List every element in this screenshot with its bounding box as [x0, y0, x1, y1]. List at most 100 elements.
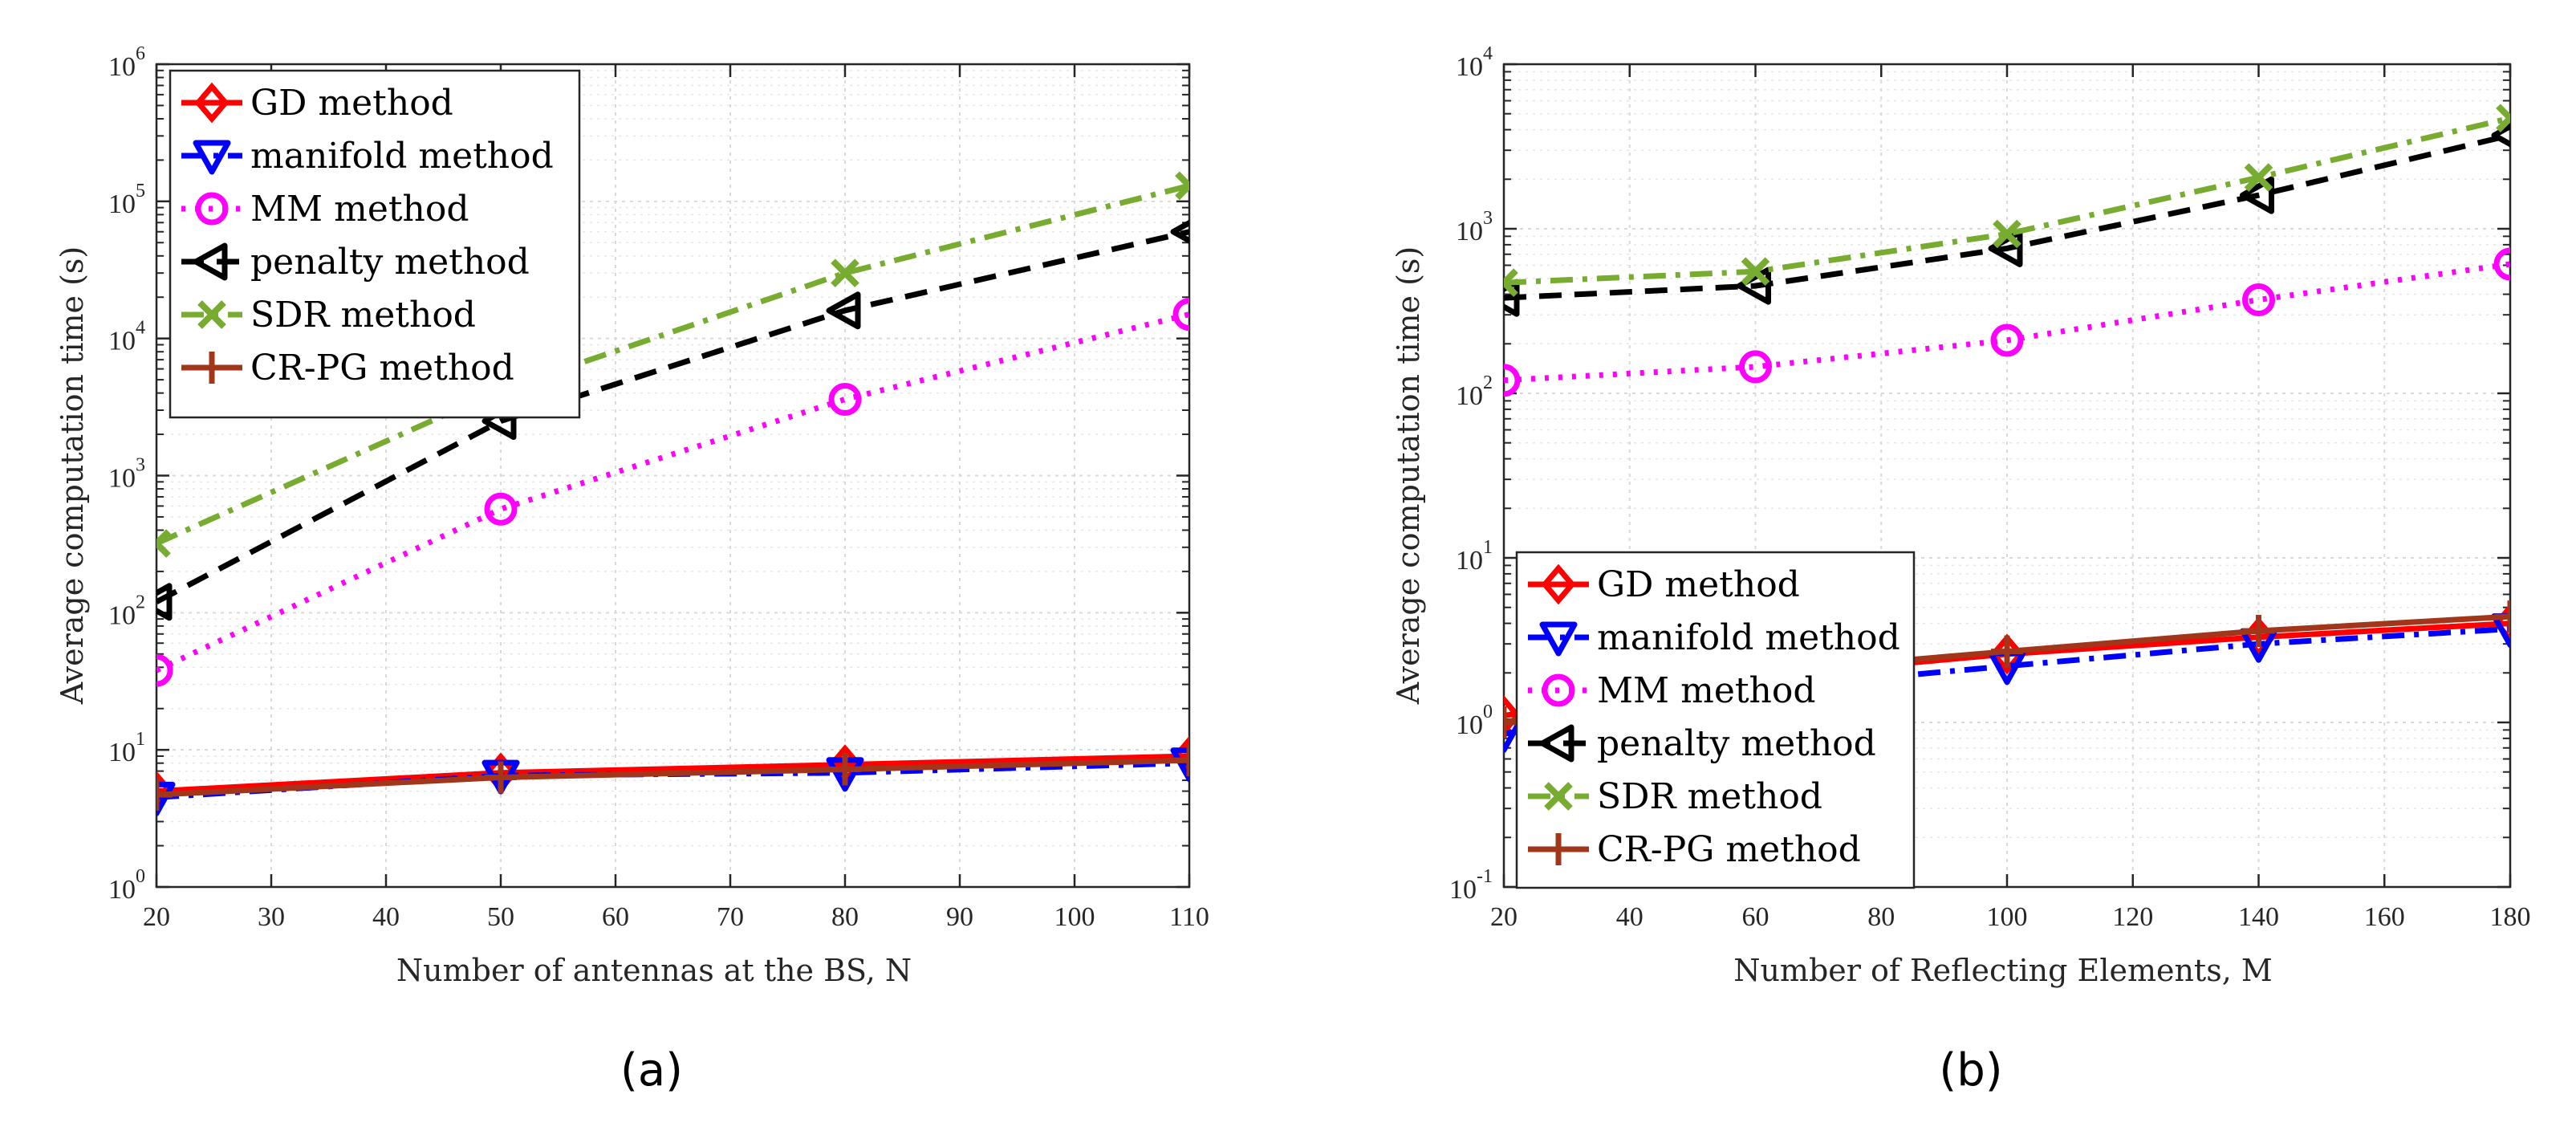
panel-caption: (a) — [620, 1044, 683, 1096]
series-group — [156, 171, 1189, 816]
x-tick-label: 120 — [2112, 902, 2153, 932]
x-tick-label: 70 — [717, 902, 744, 932]
y-tick-base: 10 — [1456, 710, 1483, 740]
legend-marker — [1541, 563, 1576, 605]
data-point — [1170, 219, 1189, 244]
data-point — [2496, 104, 2510, 133]
legend-marker — [193, 140, 231, 175]
legend-marker — [196, 352, 228, 384]
y-tick-base: 10 — [108, 875, 136, 905]
series-line-mm-method — [156, 311, 1189, 673]
x-tick-label: 180 — [2490, 902, 2531, 932]
y-tick-base: 10 — [1456, 546, 1483, 576]
legend-box — [169, 69, 581, 419]
data-point — [1170, 747, 1189, 783]
y-tick-exponent: 5 — [136, 181, 145, 201]
y-tick-label: 104 — [1456, 43, 1493, 82]
y-tick-label: 100 — [108, 866, 145, 905]
x-tick-label: 50 — [487, 902, 514, 932]
series-line-penalty-method — [1504, 132, 2510, 301]
data-point — [1990, 323, 2024, 357]
x-tick-label: 80 — [831, 902, 859, 932]
y-tick-base: 10 — [108, 327, 136, 356]
data-point — [2244, 163, 2273, 192]
legend-label: penalty method — [1597, 723, 1876, 764]
data-point — [1504, 279, 1520, 317]
series-line-penalty-method — [156, 229, 1189, 604]
y-tick-label: 103 — [108, 455, 145, 494]
y-tick-base: 10 — [1456, 217, 1483, 246]
data-point — [1504, 706, 1520, 738]
data-point — [156, 781, 176, 816]
data-point — [1741, 257, 1770, 287]
data-point — [1504, 695, 1522, 736]
x-tick-label: 60 — [602, 902, 629, 932]
legend-label: GD method — [250, 83, 453, 124]
data-point — [1739, 350, 1772, 384]
data-point — [156, 779, 173, 812]
series-line-gd-method — [156, 753, 1189, 795]
legend-marker — [194, 82, 230, 124]
data-point — [485, 761, 517, 794]
data-point — [156, 653, 173, 687]
legend-label: SDR method — [1597, 776, 1822, 817]
y-tick-label: 100 — [1456, 702, 1493, 740]
data-point — [1991, 635, 2023, 668]
data-point — [1173, 744, 1189, 777]
y-tick-label: 106 — [108, 43, 145, 82]
y-tick-exponent: 4 — [1483, 43, 1493, 64]
legend-label: manifold method — [250, 136, 554, 177]
y-tick-exponent: 2 — [1483, 372, 1493, 393]
legend-marker — [1539, 724, 1574, 763]
data-point — [1172, 298, 1189, 332]
legend-marker — [1544, 782, 1573, 811]
legend-label: MM method — [1597, 670, 1816, 711]
y-tick-label: 103 — [1456, 208, 1493, 246]
data-point — [2491, 613, 2510, 649]
data-point — [2242, 283, 2275, 317]
data-point — [828, 382, 862, 416]
y-tick-exponent: 1 — [136, 729, 145, 750]
x-tick-label: 110 — [1169, 902, 1209, 932]
legend-label: SDR method — [250, 295, 476, 336]
y-tick-base: 10 — [108, 189, 136, 219]
y-tick-base: 10 — [108, 52, 136, 82]
data-point — [2242, 614, 2275, 647]
y-tick-base: 10 — [1456, 381, 1483, 411]
data-point — [2494, 600, 2510, 633]
data-point — [829, 753, 861, 786]
x-tick-label: 100 — [1054, 902, 1095, 932]
y-tick-exponent: 1 — [1483, 537, 1493, 558]
legend-label: GD method — [1597, 564, 1800, 605]
y-tick-base: 10 — [108, 464, 136, 494]
x-tick-label: 140 — [2238, 902, 2279, 932]
y-axis-label: Average computation time (s) — [1391, 246, 1426, 706]
x-tick-label: 100 — [1987, 902, 2028, 932]
legend-marker — [197, 300, 226, 329]
y-tick-base: 10 — [108, 600, 136, 630]
data-point — [1988, 229, 2023, 267]
y-tick-exponent: -1 — [1477, 866, 1493, 887]
legend-marker — [1539, 621, 1578, 657]
y-tick-label: 101 — [1456, 537, 1493, 576]
data-point — [831, 258, 859, 287]
legend-label: CR-PG method — [250, 348, 514, 389]
y-tick-label: 101 — [108, 729, 145, 767]
data-point — [1504, 268, 1518, 298]
data-point — [1993, 219, 2021, 249]
y-tick-exponent: 3 — [136, 455, 145, 476]
x-axis-label: Number of Reflecting Elements, M — [1733, 953, 2273, 988]
legend-label: CR-PG method — [1597, 829, 1861, 870]
x-tick-label: 40 — [372, 902, 400, 932]
x-tick-label: 20 — [1490, 902, 1518, 932]
legend-label: MM method — [250, 189, 469, 230]
series-line-manifold-method — [1504, 626, 2510, 737]
legend-marker — [195, 192, 229, 226]
y-tick-exponent: 2 — [136, 592, 145, 612]
x-tick-label: 60 — [1742, 902, 1769, 932]
x-tick-label: 160 — [2364, 902, 2405, 932]
x-tick-label: 40 — [1616, 902, 1644, 932]
y-tick-label: 10-1 — [1449, 866, 1493, 905]
